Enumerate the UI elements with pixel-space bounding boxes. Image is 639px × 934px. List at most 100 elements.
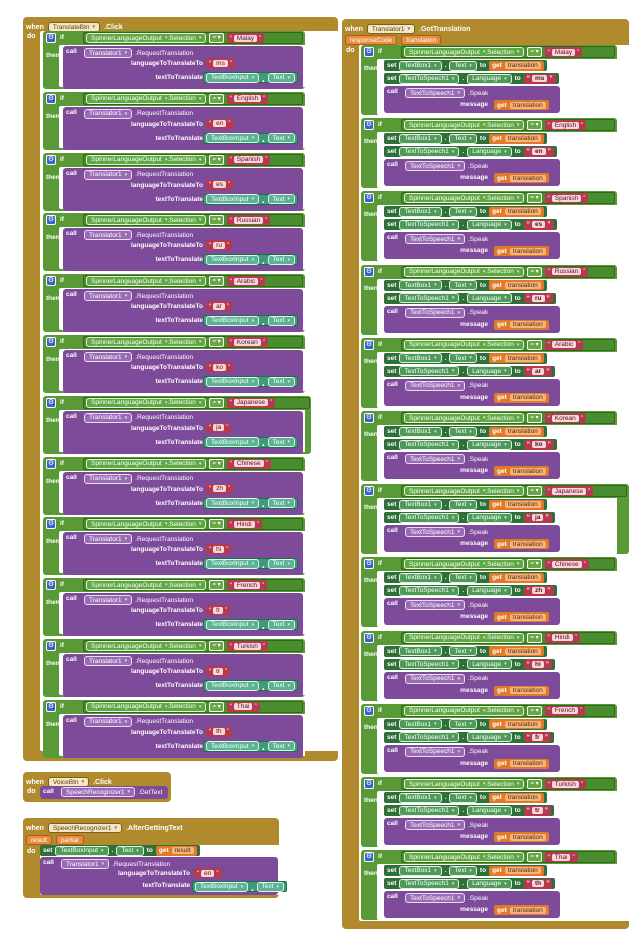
text-prop-selector[interactable]: Text ▾ xyxy=(267,437,295,448)
language-string[interactable]: “Hindi” xyxy=(226,519,262,530)
textbox-selector[interactable]: TextBox1 ▾ xyxy=(399,280,442,291)
param-response-code[interactable]: responseCode xyxy=(345,35,398,45)
get-translation[interactable]: get translation xyxy=(489,280,544,291)
tts-selector[interactable]: TextToSpeech1 ▾ xyxy=(399,219,460,230)
textbox-selector[interactable]: TextBoxInput ▾ xyxy=(206,72,260,83)
language-string[interactable]: “Turkish” xyxy=(544,779,587,789)
textbox-selector[interactable]: TextBoxInput ▾ xyxy=(206,194,260,205)
equals-operator[interactable]: = ▾ xyxy=(209,215,224,226)
set-textbox1-text[interactable]: set TextBox1 ▾. Text ▾ to get translation xyxy=(384,572,547,584)
language-code-string[interactable]: “fr” xyxy=(523,732,551,743)
language-prop-selector[interactable]: Language ▾ xyxy=(467,512,512,523)
text-prop-selector[interactable]: Text ▾ xyxy=(449,353,477,364)
set-textbox1-text[interactable]: set TextBox1 ▾. Text ▾ to get translation xyxy=(384,206,547,218)
language-code-string[interactable]: “es” xyxy=(523,219,554,230)
translator-selector[interactable]: Translator1 ▾ xyxy=(84,108,133,119)
text-prop-selector[interactable]: Text ▾ xyxy=(449,280,477,291)
if-condition[interactable]: SpinnerLanguageOutput ▾ . Selection ▾ = ▾ “A… xyxy=(401,338,615,351)
language-prop-selector[interactable]: Language ▾ xyxy=(467,366,512,377)
language-string[interactable]: “Chinese” xyxy=(226,458,271,469)
spinner-selection-getter[interactable]: SpinnerLanguageOutput ▾ . Selection ▾ xyxy=(404,193,525,204)
equals-operator[interactable]: = ▾ xyxy=(209,641,224,651)
set-tts-language[interactable]: set TextToSpeech1 ▾. Language ▾ to “hi” xyxy=(384,658,556,670)
language-string[interactable]: “Arabic” xyxy=(226,276,266,287)
if-condition[interactable]: SpinnerLanguageOutput ▾ . Selection ▾ = ▾ “M… xyxy=(401,46,615,58)
text-prop-selector[interactable]: Text ▾ xyxy=(267,376,295,387)
set-tts-language[interactable]: set TextToSpeech1 ▾. Language ▾ to “tr” xyxy=(384,805,554,816)
if-condition[interactable]: SpinnerLanguageOutput ▾ . Selection ▾ = ▾ “C… xyxy=(401,558,615,571)
if-condition[interactable]: SpinnerLanguageOutput ▾ . Selection ▾ = ▾ “T… xyxy=(83,640,303,652)
spinner-selection-getter[interactable]: SpinnerLanguageOutput ▾ . Selection ▾ xyxy=(86,397,207,408)
param-result[interactable]: result xyxy=(26,835,52,845)
spinner-selection-getter[interactable]: SpinnerLanguageOutput ▾ . Selection ▾ xyxy=(404,486,525,497)
language-string[interactable]: “French” xyxy=(544,705,586,716)
language-code-string[interactable]: “en” xyxy=(194,868,222,878)
set-tts-language[interactable]: set TextToSpeech1 ▾. Language ▾ to “es” xyxy=(384,219,557,231)
if-block-russian[interactable]: ⚙ if then SpinnerLanguageOutput ▾ . Selectio… xyxy=(43,213,305,272)
speak-call[interactable]: call TextToSpeech1 ▾ .Speak message get transl… xyxy=(384,671,560,699)
if-condition[interactable]: SpinnerLanguageOutput ▾ . Selection ▾ = ▾ “T… xyxy=(401,851,615,864)
set-textbox1-text[interactable]: set TextBox1 ▾. Text ▾ to get translation xyxy=(384,279,547,291)
language-code-string[interactable]: “hi” xyxy=(206,544,232,555)
get-translation[interactable]: get translation xyxy=(489,865,544,876)
get-translation[interactable]: get translation xyxy=(489,719,544,730)
request-translation-call[interactable]: call Translator1 ▾ .RequestTranslation langu… xyxy=(63,228,303,272)
request-translation-call[interactable]: call Translator1 ▾ .RequestTranslation langu… xyxy=(63,410,303,454)
spinner-selection-getter[interactable]: SpinnerLanguageOutput ▾ . Selection ▾ xyxy=(404,120,525,131)
if-condition[interactable]: SpinnerLanguageOutput ▾ . Selection ▾ = ▾ “M… xyxy=(83,32,303,44)
spinner-selection-getter[interactable]: SpinnerLanguageOutput ▾ . Selection ▾ xyxy=(86,580,207,591)
language-string[interactable]: “English” xyxy=(544,120,587,131)
set-tts-language[interactable]: set TextToSpeech1 ▾. Language ▾ to “ko” xyxy=(384,439,557,450)
if-block-hindi[interactable]: ⚙ if then SpinnerLanguageOutput ▾ . Selectio… xyxy=(43,517,305,576)
language-code-string[interactable]: “ms” xyxy=(206,58,236,68)
if-condition[interactable]: SpinnerLanguageOutput ▾ . Selection ▾ = ▾ “C… xyxy=(83,457,303,470)
equals-operator[interactable]: = ▾ xyxy=(527,339,542,350)
language-code-string[interactable]: “tr” xyxy=(523,805,551,816)
text-prop-selector[interactable]: Text ▾ xyxy=(116,845,144,856)
equals-operator[interactable]: = ▾ xyxy=(209,33,224,43)
tts-selector[interactable]: TextToSpeech1 ▾ xyxy=(399,366,460,377)
request-translation-call[interactable]: call Translator1 ▾ .RequestTranslation langu… xyxy=(63,471,303,515)
equals-operator[interactable]: = ▾ xyxy=(209,458,224,469)
if-condition[interactable]: SpinnerLanguageOutput ▾ . Selection ▾ = ▾ “S… xyxy=(401,192,615,205)
set-textbox1-text[interactable]: set TextBox1 ▾. Text ▾ to get translation xyxy=(384,60,547,71)
spinner-selection-getter[interactable]: SpinnerLanguageOutput ▾ . Selection ▾ xyxy=(86,154,207,165)
if-condition[interactable]: SpinnerLanguageOutput ▾ . Selection ▾ = ▾ “F… xyxy=(401,704,615,717)
equals-operator[interactable]: = ▾ xyxy=(209,580,224,591)
get-translation[interactable]: get translation xyxy=(489,426,544,437)
translator-selector[interactable]: Translator1 ▾ xyxy=(84,230,133,241)
text-prop-selector[interactable]: Text ▾ xyxy=(267,254,295,265)
get-translation[interactable]: get translation xyxy=(489,133,544,144)
language-code-string[interactable]: “es” xyxy=(206,179,234,190)
spinner-selection-getter[interactable]: SpinnerLanguageOutput ▾ . Selection ▾ xyxy=(404,413,525,423)
if-condition[interactable]: SpinnerLanguageOutput ▾ . Selection ▾ = ▾ “T… xyxy=(83,700,303,713)
voice-btn-click-event[interactable]: when VoiceBtn ▾ .Click do call SpeechRecognize… xyxy=(23,772,171,802)
text-prop-selector[interactable]: Text ▾ xyxy=(449,426,477,437)
language-prop-selector[interactable]: Language ▾ xyxy=(467,293,512,304)
translator-selector[interactable]: Translator1 ▾ xyxy=(84,534,133,545)
if-block-thai[interactable]: ⚙ if then SpinnerLanguageOutput ▾ . Selectio… xyxy=(361,850,617,921)
language-string[interactable]: “Korean” xyxy=(226,337,268,347)
text-prop-selector[interactable]: Text ▾ xyxy=(449,865,477,876)
language-string[interactable]: “Korean” xyxy=(544,413,586,423)
get-translation[interactable]: get translation xyxy=(494,685,549,696)
if-block-hindi[interactable]: ⚙ if then SpinnerLanguageOutput ▾ . Selectio… xyxy=(361,630,617,701)
translator-selector[interactable]: Translator1 ▾ xyxy=(84,473,133,484)
language-string[interactable]: “Arabic” xyxy=(544,339,584,350)
text-prop-selector[interactable]: Text ▾ xyxy=(267,558,295,569)
textbox-text-getter[interactable]: TextBoxInput ▾ . Text ▾ xyxy=(203,737,298,754)
request-translation-call[interactable]: call Translator1 ▾ .RequestTranslation langu… xyxy=(63,593,303,637)
speak-call[interactable]: call TextToSpeech1 ▾ .Speak message get transl… xyxy=(384,86,560,113)
textbox-selector[interactable]: TextBox1 ▾ xyxy=(399,719,442,730)
get-translation[interactable]: get translation xyxy=(494,100,549,110)
if-block-spanish[interactable]: ⚙ if then SpinnerLanguageOutput ▾ . Selectio… xyxy=(361,191,617,262)
language-prop-selector[interactable]: Language ▾ xyxy=(467,439,512,450)
spinner-selection-getter[interactable]: SpinnerLanguageOutput ▾ . Selection ▾ xyxy=(404,705,525,716)
textbox-text-getter[interactable]: TextBoxInput ▾ . Text ▾ xyxy=(203,69,298,86)
set-tts-language[interactable]: set TextToSpeech1 ▾. Language ▾ to “ms” xyxy=(384,73,559,84)
tts-selector[interactable]: TextToSpeech1 ▾ xyxy=(399,73,460,84)
get-translation[interactable]: get translation xyxy=(494,905,549,916)
textbox-selector[interactable]: TextBoxInput ▾ xyxy=(206,315,260,326)
get-translation[interactable]: get translation xyxy=(489,206,544,217)
spinner-selection-getter[interactable]: SpinnerLanguageOutput ▾ . Selection ▾ xyxy=(86,641,207,651)
